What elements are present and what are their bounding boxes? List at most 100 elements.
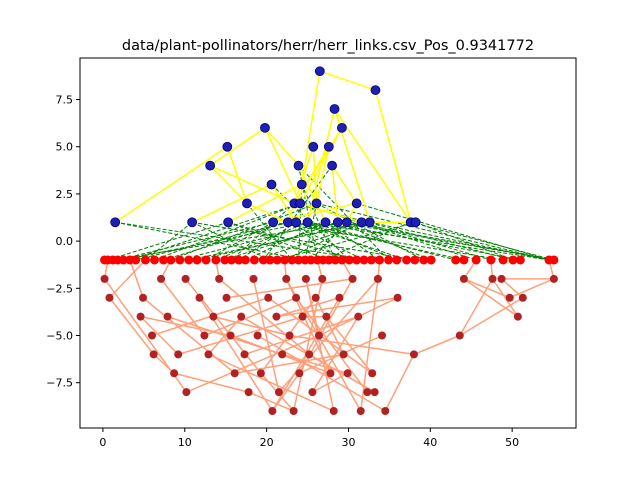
bottom-dark-node <box>222 293 231 302</box>
bottom-link <box>463 278 519 318</box>
bottom-dark-node <box>488 274 497 283</box>
cross-link <box>246 203 293 261</box>
bottom-node <box>272 255 282 265</box>
cross-link <box>325 221 380 261</box>
top-node <box>327 160 337 171</box>
chart-title: data/plant-pollinators/herr/herr_links.c… <box>122 38 534 54</box>
top-node <box>110 217 121 228</box>
bottom-link <box>213 315 290 337</box>
bottom-dark-node <box>339 350 348 359</box>
cross-link <box>238 221 297 261</box>
bottom-dark-node <box>181 274 190 283</box>
bottom-node <box>201 255 211 265</box>
cross-link <box>107 221 229 261</box>
bottom-node <box>419 255 429 265</box>
bottom-link <box>325 316 373 374</box>
bottom-dark-node <box>226 331 235 340</box>
bottom-dark-node <box>268 407 277 416</box>
y-tick-label: −2.5 <box>46 282 73 295</box>
top-node <box>364 217 375 228</box>
bottom-node <box>324 255 334 265</box>
cross-link <box>245 221 326 261</box>
top-link <box>319 70 376 91</box>
top-link <box>264 127 301 204</box>
top-link <box>293 127 343 204</box>
bottom-dark-node <box>318 274 327 283</box>
top-link <box>301 71 321 185</box>
cross-link <box>310 221 348 261</box>
top-link <box>299 127 343 204</box>
bottom-dark-node <box>326 369 335 378</box>
bottom-node <box>366 255 376 265</box>
bottom-dark-node <box>244 388 253 397</box>
bottom-node <box>375 255 385 265</box>
top-node <box>187 217 198 228</box>
bottom-dark-node <box>314 331 323 340</box>
y-tick-label: 0.0 <box>56 235 74 248</box>
bottom-link <box>459 297 524 337</box>
bottom-node <box>384 255 394 265</box>
bottom-dark-node <box>182 388 191 397</box>
bottom-link <box>248 391 294 412</box>
bottom-link <box>226 278 353 299</box>
bottom-dark-node <box>148 331 157 340</box>
bottom-dark-node <box>215 274 224 283</box>
cross-link <box>410 221 555 261</box>
cross-link <box>170 202 317 261</box>
y-tick-label: 2.5 <box>56 188 74 201</box>
top-link <box>299 202 362 223</box>
top-node <box>314 66 325 77</box>
bottom-dark-node <box>518 293 527 302</box>
bottom-link <box>108 259 147 299</box>
bottom-dark-node <box>100 274 109 283</box>
top-node <box>205 160 216 171</box>
bottom-dark-node <box>253 331 262 340</box>
top-link <box>227 183 303 223</box>
bottom-dark-node <box>311 293 320 302</box>
top-link <box>270 184 297 223</box>
bottom-node <box>258 255 268 265</box>
bottom-node <box>549 255 559 265</box>
top-node <box>222 141 233 152</box>
bottom-link <box>509 278 555 299</box>
bottom-link <box>413 334 461 356</box>
cross-link <box>254 221 370 261</box>
bottom-dark-node <box>381 407 390 416</box>
bottom-node <box>486 255 496 265</box>
bottom-dark-node <box>378 331 387 340</box>
cross-link <box>287 221 365 261</box>
top-node <box>320 217 331 228</box>
bottom-link <box>384 354 415 412</box>
bottom-node <box>451 255 461 265</box>
bottom-link <box>140 316 179 355</box>
top-link <box>264 127 300 167</box>
top-node <box>296 179 307 190</box>
bottom-link <box>359 278 379 412</box>
cross-link <box>415 221 514 261</box>
bottom-node <box>166 255 176 265</box>
bottom-dark-node <box>163 312 172 321</box>
bottom-dark-node <box>298 312 307 321</box>
cross-link <box>224 221 338 261</box>
bottom-node <box>280 255 290 265</box>
bottom-dark-node <box>308 388 317 397</box>
bottom-node <box>158 255 168 265</box>
cross-link <box>231 202 295 261</box>
cross-link <box>135 221 289 261</box>
bottom-link <box>463 278 510 299</box>
bottom-node <box>330 255 340 265</box>
bottom-dark-node <box>513 312 522 321</box>
cross-links-layer <box>107 165 555 261</box>
bottom-link <box>234 353 344 374</box>
bottom-dark-node <box>373 274 382 283</box>
bottom-node <box>508 255 518 265</box>
bottom-link <box>271 372 300 412</box>
bottom-node <box>344 255 354 265</box>
bottom-dark-node <box>264 293 273 302</box>
top-node <box>329 104 340 114</box>
bottom-dark-node <box>200 331 209 340</box>
bottom-link <box>305 278 320 336</box>
bottom-dark-node <box>368 369 377 378</box>
